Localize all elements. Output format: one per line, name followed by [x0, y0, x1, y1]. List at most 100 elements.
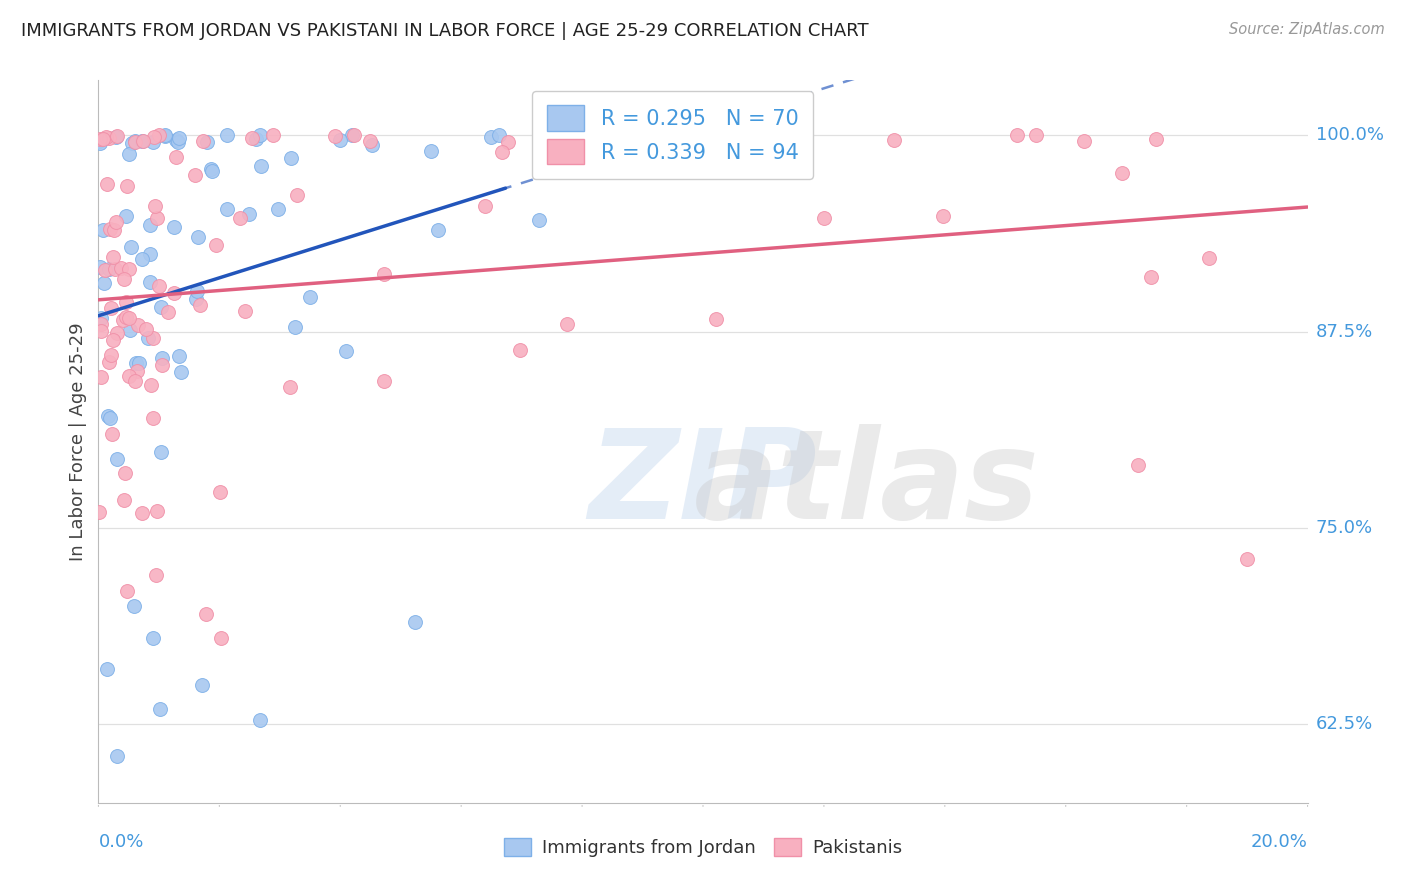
Point: [100, 301, 122, 315]
Point: [229, 211, 252, 226]
Point: [118, 261, 141, 276]
Point: [167, 135, 190, 149]
Point: [813, 211, 835, 226]
Point: [267, 202, 290, 216]
Point: [240, 131, 263, 145]
Point: [114, 466, 136, 480]
Point: [139, 275, 162, 289]
Point: [100, 411, 122, 425]
Point: [146, 504, 169, 518]
Point: [139, 378, 162, 392]
Point: [131, 134, 153, 148]
Point: [110, 261, 132, 276]
Point: [209, 485, 232, 500]
Point: [145, 211, 167, 225]
Point: [205, 238, 228, 252]
Point: [98, 221, 121, 235]
Point: [491, 145, 513, 160]
Legend: Immigrants from Jordan, Pakistanis: Immigrants from Jordan, Pakistanis: [495, 829, 911, 866]
Point: [103, 333, 125, 347]
Point: [105, 128, 128, 143]
Point: [323, 128, 346, 143]
Point: [89, 136, 111, 150]
Point: [215, 128, 238, 143]
Point: [112, 493, 135, 508]
Point: [188, 298, 211, 312]
Text: 20.0%: 20.0%: [1251, 833, 1308, 851]
Point: [118, 368, 141, 383]
Point: [101, 250, 124, 264]
Point: [249, 713, 271, 727]
Point: [111, 312, 134, 326]
Point: [1198, 251, 1220, 265]
Point: [249, 128, 271, 143]
Text: 62.5%: 62.5%: [1316, 715, 1374, 733]
Point: [197, 135, 219, 149]
Point: [250, 159, 273, 173]
Point: [96, 177, 118, 191]
Point: [155, 128, 177, 143]
Point: [98, 130, 121, 145]
Point: [131, 134, 153, 148]
Point: [104, 215, 127, 229]
Text: 100.0%: 100.0%: [1316, 127, 1384, 145]
Point: [153, 129, 176, 144]
Point: [150, 351, 173, 366]
Point: [105, 451, 128, 466]
Point: [118, 311, 141, 326]
Point: [150, 444, 173, 458]
Point: [186, 284, 208, 298]
Text: IMMIGRANTS FROM JORDAN VS PAKISTANI IN LABOR FORCE | AGE 25-29 CORRELATION CHART: IMMIGRANTS FROM JORDAN VS PAKISTANI IN L…: [21, 22, 869, 40]
Point: [474, 199, 496, 213]
Point: [120, 240, 142, 254]
Point: [278, 380, 301, 394]
Text: 75.0%: 75.0%: [1316, 519, 1374, 537]
Point: [209, 631, 232, 645]
Point: [191, 678, 214, 692]
Text: 0.0%: 0.0%: [98, 833, 143, 851]
Point: [187, 230, 209, 244]
Point: [103, 223, 125, 237]
Point: [90, 370, 112, 384]
Point: [163, 219, 186, 234]
Point: [91, 132, 114, 146]
Point: [142, 631, 165, 645]
Point: [1073, 134, 1095, 148]
Point: [284, 320, 307, 334]
Point: [94, 263, 117, 277]
Point: [201, 164, 224, 178]
Point: [420, 144, 443, 158]
Point: [94, 129, 117, 144]
Point: [127, 364, 149, 378]
Point: [200, 161, 222, 176]
Point: [104, 130, 127, 145]
Text: atlas: atlas: [693, 425, 1039, 545]
Point: [121, 136, 143, 150]
Point: [165, 133, 187, 147]
Point: [373, 268, 395, 282]
Point: [496, 135, 519, 149]
Point: [509, 343, 531, 358]
Point: [124, 135, 146, 149]
Point: [101, 426, 124, 441]
Point: [340, 128, 363, 143]
Point: [122, 599, 145, 614]
Point: [359, 134, 381, 148]
Point: [245, 132, 267, 146]
Point: [127, 318, 149, 332]
Point: [335, 343, 357, 358]
Point: [96, 662, 118, 676]
Point: [1126, 458, 1149, 472]
Point: [285, 188, 308, 202]
Point: [148, 701, 170, 715]
Point: [1236, 552, 1258, 566]
Text: 87.5%: 87.5%: [1316, 323, 1374, 341]
Point: [112, 271, 135, 285]
Point: [488, 128, 510, 143]
Point: [142, 130, 165, 145]
Point: [90, 310, 112, 325]
Point: [704, 312, 727, 326]
Point: [329, 133, 352, 147]
Point: [373, 374, 395, 388]
Point: [194, 607, 217, 622]
